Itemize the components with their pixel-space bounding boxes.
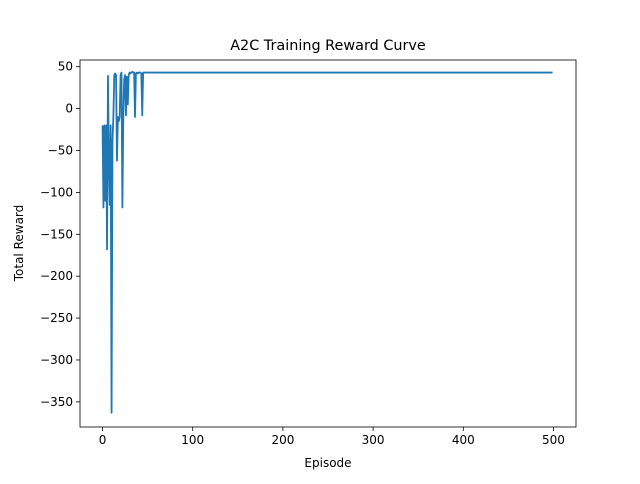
- y-tick-label: −350: [40, 395, 73, 409]
- series-line-0: [101, 70, 553, 414]
- x-tick-label: 0: [99, 433, 107, 447]
- x-axis-label: Episode: [304, 456, 351, 470]
- y-tick-label: −300: [40, 353, 73, 367]
- plot-frame: [79, 59, 577, 428]
- axes: 0 100 200 300 400 500500−50−100−150−200−250−3…: [40, 59, 577, 447]
- y-tick-label: −50: [48, 143, 73, 157]
- plot-area: [101, 70, 553, 414]
- y-tick-label: −250: [40, 311, 73, 325]
- x-tick-label: 400: [452, 433, 475, 447]
- y-tick-label: −200: [40, 269, 73, 283]
- y-tick-label: −100: [40, 185, 73, 199]
- chart-title: A2C Training Reward Curve: [230, 38, 426, 54]
- y-tick-label: −150: [40, 227, 73, 241]
- x-tick-label: 300: [362, 433, 385, 447]
- x-tick-label: 500: [542, 433, 565, 447]
- x-tick-label: 200: [271, 433, 294, 447]
- y-axis-label: Total Reward: [12, 205, 26, 283]
- y-tick-label: 50: [58, 60, 73, 74]
- x-tick-label: 100: [181, 433, 204, 447]
- y-tick-label: 0: [65, 102, 73, 116]
